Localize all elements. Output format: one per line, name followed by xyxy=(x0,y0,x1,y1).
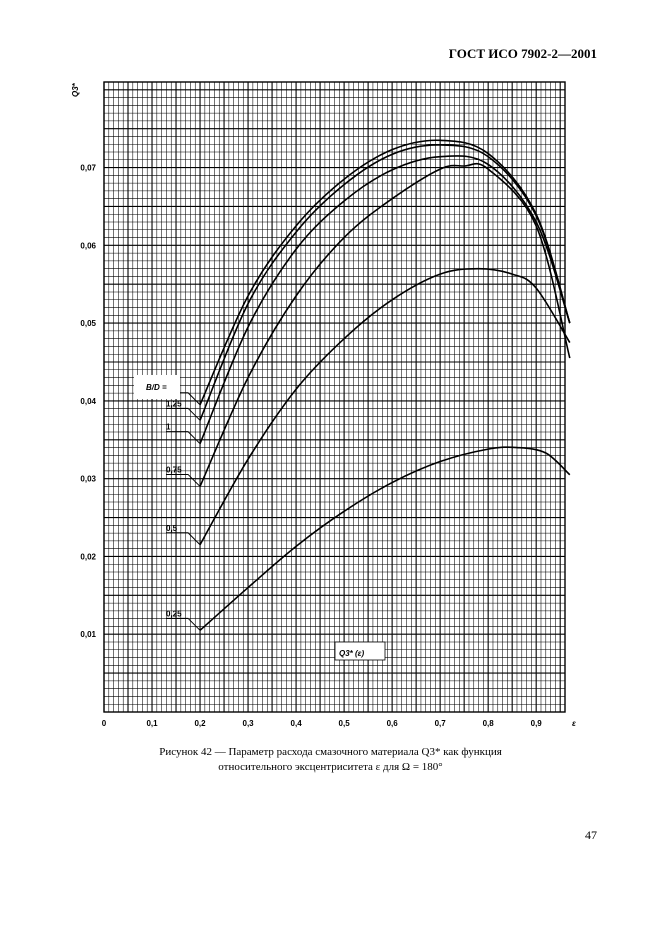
series-line-3 xyxy=(199,162,571,487)
page-number: 47 xyxy=(585,828,597,842)
legend-title: B/D = xyxy=(146,383,167,392)
series-label-1: 1,25 xyxy=(166,399,182,408)
x-tick-label: 0,8 xyxy=(483,719,495,728)
x-axis-label: ε xyxy=(572,719,576,728)
y-tick-label: 0,07 xyxy=(80,164,96,173)
x-tick-label: 0,1 xyxy=(146,719,158,728)
x-tick-label: 0,2 xyxy=(194,719,206,728)
chart-series xyxy=(166,139,571,631)
x-tick-label: 0 xyxy=(102,719,107,728)
document-header: ГОСТ ИСО 7902-2—2001 xyxy=(448,46,597,61)
series-line-0 xyxy=(199,139,571,406)
series-leader-5 xyxy=(166,617,201,631)
y-tick-label: 0,06 xyxy=(80,241,96,250)
chart-ticks: 0 0,1 0,2 0,3 0,4 0,5 0,6 0,7 0,8 0,9 0,01 0,02 0,03… xyxy=(80,164,542,728)
series-line-1 xyxy=(199,144,571,421)
curve-function-label: Q3* (ε) xyxy=(339,649,365,658)
series-label-5: 0,25 xyxy=(166,609,182,618)
series-leader-1 xyxy=(166,407,201,421)
series-line-2 xyxy=(199,155,571,444)
series-line-4 xyxy=(199,267,571,546)
series-leader-2 xyxy=(166,431,201,445)
plot-frame xyxy=(103,81,566,713)
series-label-2: 1 xyxy=(166,423,171,432)
caption-line-2: относительного эксцентриситета ε для Ω =… xyxy=(218,761,443,773)
series-label-4: 0,5 xyxy=(166,524,178,533)
y-tick-label: 0,04 xyxy=(80,397,96,406)
x-tick-label: 0,5 xyxy=(339,719,351,728)
x-tick-label: 0,7 xyxy=(435,719,447,728)
legend-title-bg xyxy=(134,375,180,399)
figure-caption: Рисунок 42 — Параметр расхода смазочного… xyxy=(0,745,661,775)
y-tick-label: 0,02 xyxy=(80,552,96,561)
series-line-5 xyxy=(199,446,571,631)
x-tick-label: 0,9 xyxy=(531,719,543,728)
series-label-3: 0,75 xyxy=(166,465,182,474)
series-leader-3 xyxy=(166,473,201,487)
y-tick-label: 0,01 xyxy=(80,630,96,639)
series-leader-4 xyxy=(166,532,201,546)
x-tick-label: 0,6 xyxy=(387,719,399,728)
x-tick-label: 0,3 xyxy=(243,719,255,728)
x-tick-label: 0,4 xyxy=(291,719,303,728)
caption-line-1: Рисунок 42 — Параметр расхода смазочного… xyxy=(159,746,502,758)
y-tick-label: 0,05 xyxy=(80,319,96,328)
curve-label-box xyxy=(334,641,386,661)
y-tick-label: 0,03 xyxy=(80,475,96,484)
y-axis-label: Q3* xyxy=(71,82,80,97)
